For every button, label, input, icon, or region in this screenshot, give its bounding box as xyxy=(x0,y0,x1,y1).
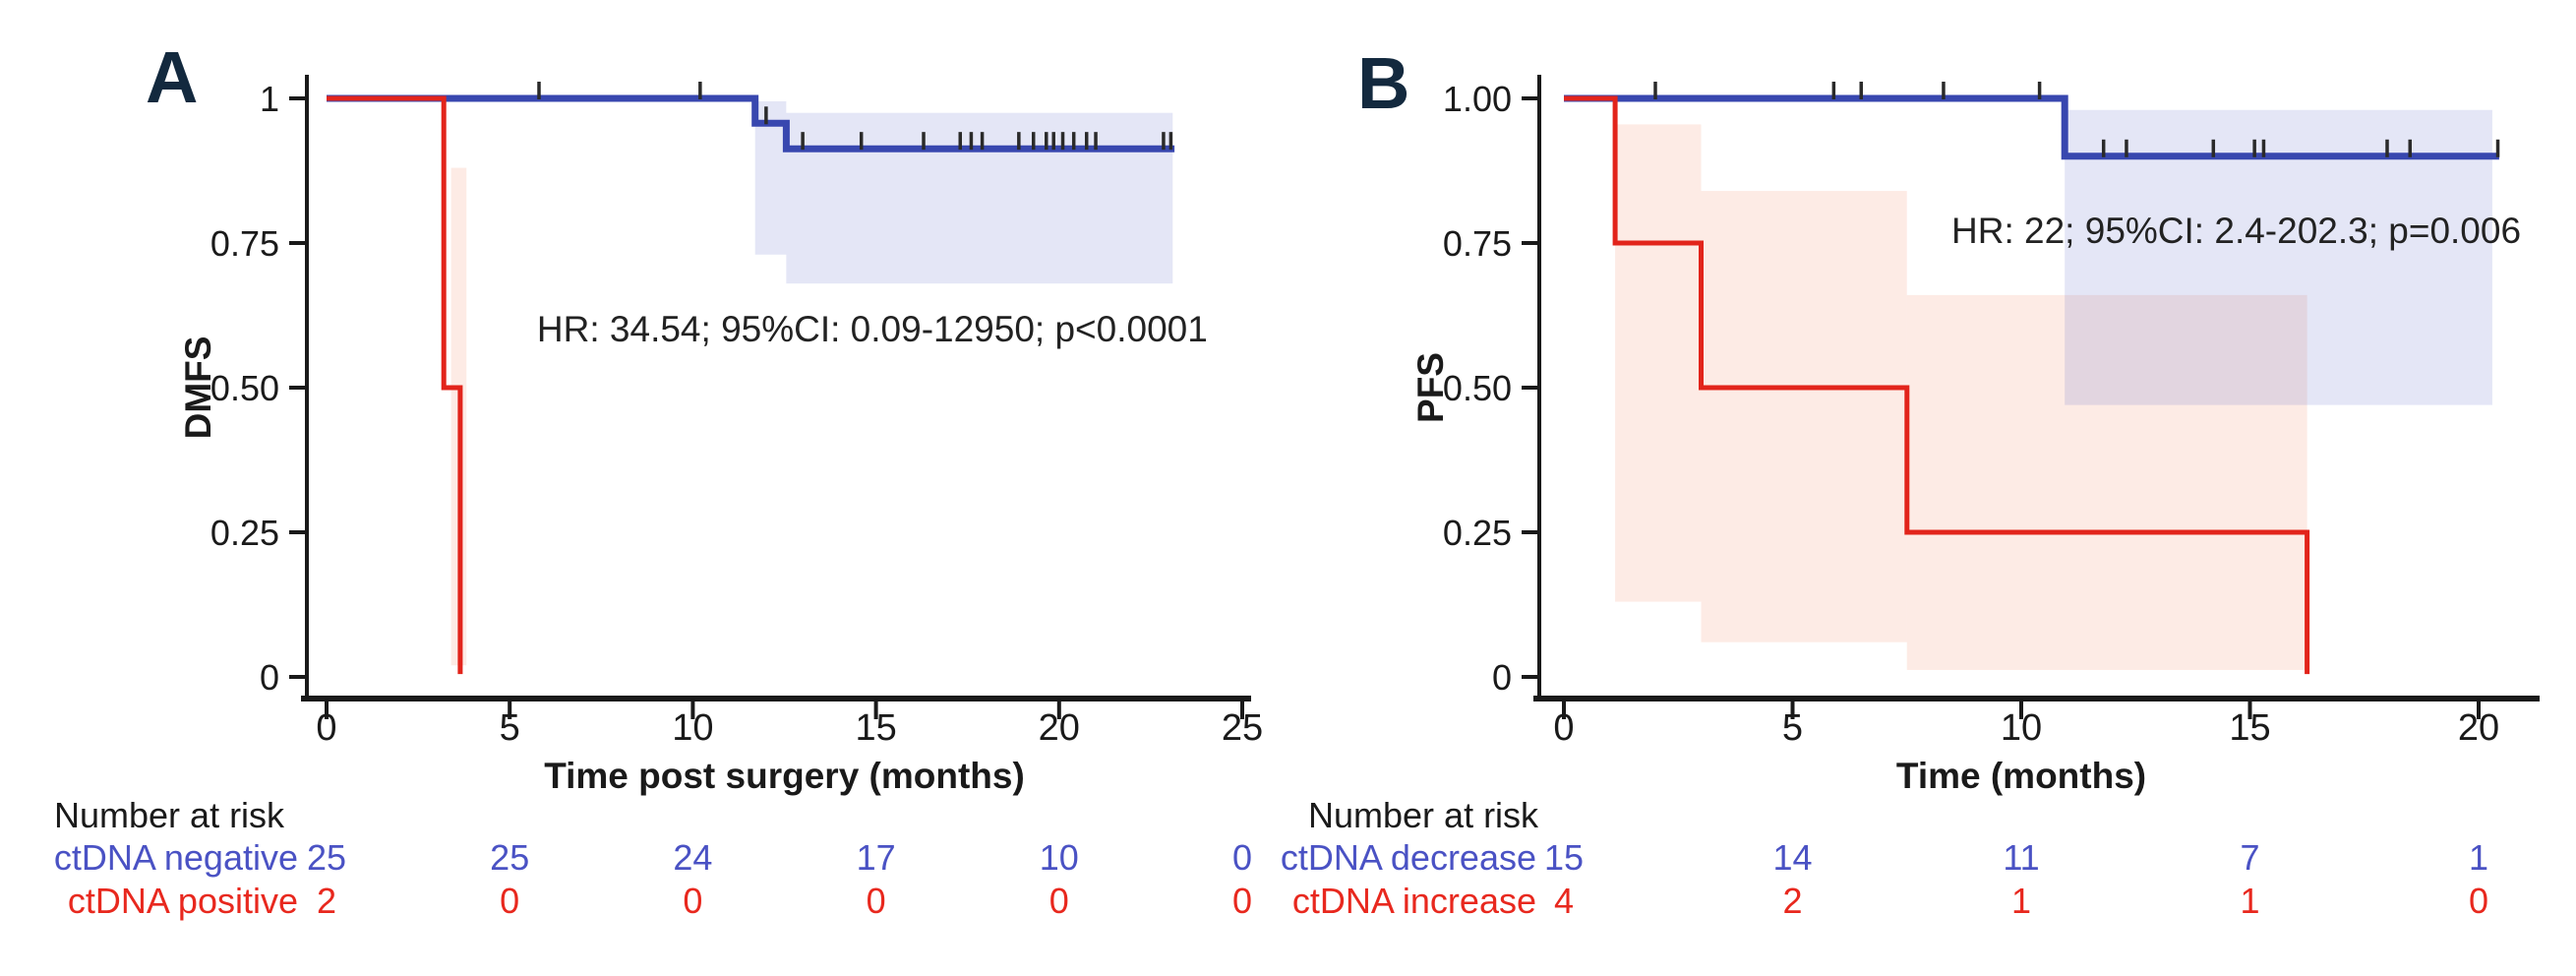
risk-value-ctdna-increase: 4 xyxy=(1554,881,1574,921)
risk-value-ctdna-positive: 0 xyxy=(1232,881,1252,921)
risk-value-ctdna-decrease: 11 xyxy=(2003,837,2039,878)
risk-value-ctdna-negative: 10 xyxy=(1040,837,1079,878)
x-tick-label: 15 xyxy=(2229,707,2270,749)
risk-value-ctdna-decrease: 7 xyxy=(2240,837,2259,878)
y-tick-label: 1.00 xyxy=(1443,79,1512,119)
risk-value-ctdna-decrease: 14 xyxy=(1772,837,1812,878)
y-tick-label: 0.25 xyxy=(210,513,279,553)
risk-value-ctdna-positive: 0 xyxy=(1049,881,1069,921)
x-axis-label: Time (months) xyxy=(1896,756,2146,796)
x-tick-label: 5 xyxy=(500,707,520,749)
y-axis-label: PFS xyxy=(1410,352,1451,423)
x-tick-label: 10 xyxy=(2001,707,2042,749)
risk-value-ctdna-increase: 1 xyxy=(2011,881,2031,921)
x-axis-label: Time post surgery (months) xyxy=(544,756,1025,796)
risk-row-label-ctdna-decrease: ctDNA decrease xyxy=(1281,837,1536,878)
y-tick-label: 0.75 xyxy=(1443,223,1512,264)
risk-value-ctdna-positive: 2 xyxy=(317,881,336,921)
y-tick-label: 0 xyxy=(1492,657,1512,698)
km-curve-ctdna-decrease xyxy=(1564,94,2499,160)
risk-value-ctdna-increase: 1 xyxy=(2240,881,2259,921)
risk-value-ctdna-positive: 0 xyxy=(500,881,519,921)
km-curve-ctdna-positive xyxy=(327,95,463,675)
y-tick-label: 1 xyxy=(260,79,279,119)
risk-value-ctdna-negative: 24 xyxy=(673,837,712,878)
y-tick-label: 0.25 xyxy=(1443,513,1512,553)
risk-table-title: Number at risk xyxy=(1308,795,1539,835)
x-tick-label: 10 xyxy=(672,707,713,749)
x-tick-label: 0 xyxy=(1553,707,1574,749)
panel-letter-b: B xyxy=(1357,42,1409,124)
x-tick-label: 25 xyxy=(1222,707,1263,749)
hr-annotation: HR: 22; 95%CI: 2.4-202.3; p=0.006 xyxy=(1951,211,2521,251)
y-tick-label: 0 xyxy=(260,657,279,698)
risk-row-label-ctdna-increase: ctDNA increase xyxy=(1292,881,1536,921)
y-axis-label: DMFS xyxy=(178,336,218,440)
ci-band-ctdna-negative xyxy=(786,112,1173,284)
risk-table-title: Number at risk xyxy=(54,795,285,835)
ci-band-ctdna-negative xyxy=(754,100,787,255)
risk-value-ctdna-increase: 0 xyxy=(2469,881,2488,921)
x-tick-label: 15 xyxy=(855,707,896,749)
ci-band-ctdna-increase xyxy=(1906,294,2307,670)
risk-row-label-ctdna-positive: ctDNA positive xyxy=(68,881,298,921)
ci-band-ctdna-increase xyxy=(1615,124,1702,602)
risk-value-ctdna-decrease: 15 xyxy=(1544,837,1584,878)
x-tick-label: 20 xyxy=(2458,707,2499,749)
panel-letter-a: A xyxy=(146,36,198,118)
risk-value-ctdna-decrease: 1 xyxy=(2469,837,2488,878)
km-curve-ctdna-negative xyxy=(327,94,1175,152)
x-tick-label: 5 xyxy=(1782,707,1803,749)
x-tick-label: 20 xyxy=(1039,707,1080,749)
risk-value-ctdna-negative: 17 xyxy=(857,837,896,878)
km-curve-ctdna-increase xyxy=(1564,95,2310,675)
risk-value-ctdna-negative: 25 xyxy=(307,837,346,878)
y-tick-label: 0.50 xyxy=(210,368,279,408)
risk-value-ctdna-negative: 25 xyxy=(490,837,529,878)
risk-value-ctdna-positive: 0 xyxy=(867,881,886,921)
risk-value-ctdna-negative: 0 xyxy=(1232,837,1252,878)
ci-band-ctdna-increase xyxy=(1701,191,1907,642)
risk-row-label-ctdna-negative: ctDNA negative xyxy=(54,837,298,878)
x-tick-label: 0 xyxy=(316,707,336,749)
hr-annotation: HR: 34.54; 95%CI: 0.09-12950; p<0.0001 xyxy=(537,309,1208,349)
risk-value-ctdna-positive: 0 xyxy=(683,881,702,921)
y-tick-label: 0.50 xyxy=(1443,368,1512,408)
y-tick-label: 0.75 xyxy=(210,223,279,264)
risk-value-ctdna-increase: 2 xyxy=(1782,881,1802,921)
